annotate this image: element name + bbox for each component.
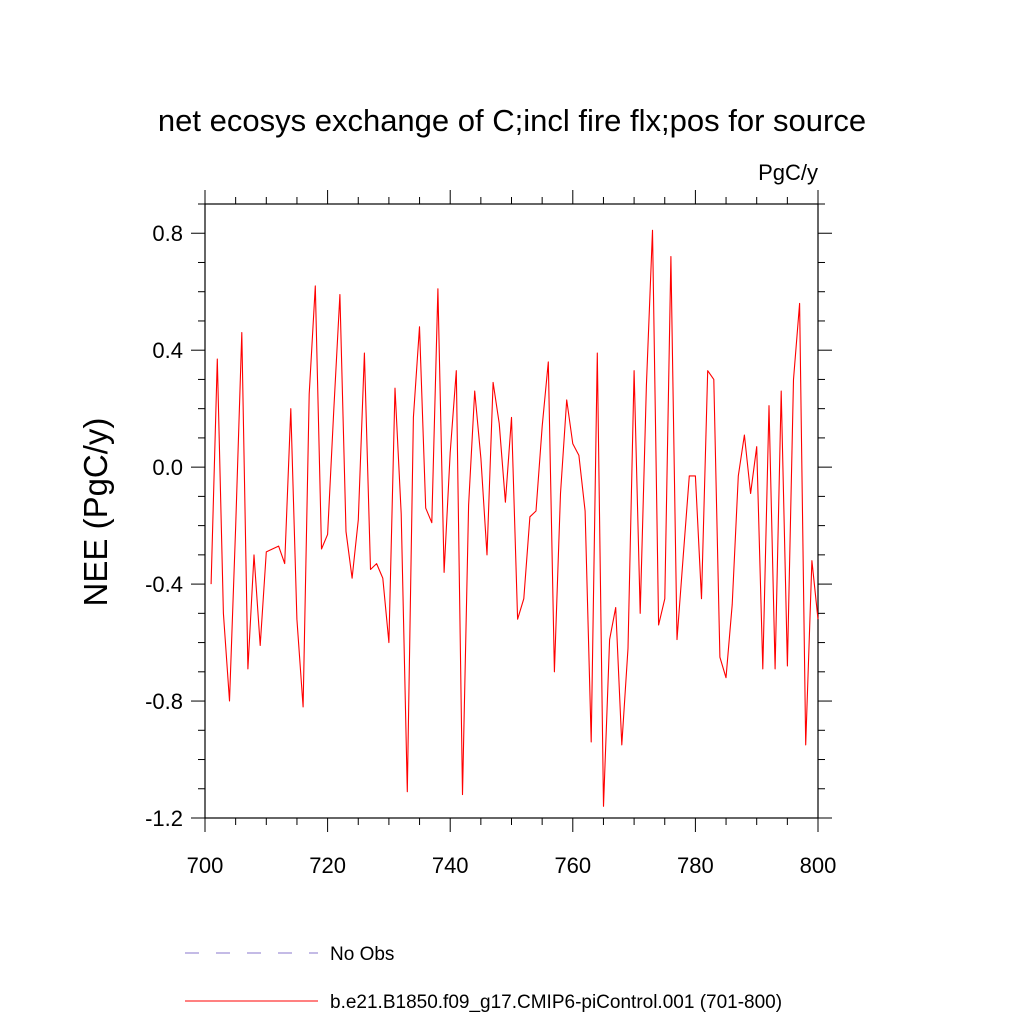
series-lines bbox=[210, 229, 819, 807]
plot-border bbox=[204, 203, 819, 819]
x-tick-label: 740 bbox=[432, 853, 469, 878]
y-tick-label: -0.4 bbox=[145, 572, 183, 597]
y-tick-label: 0.8 bbox=[152, 221, 183, 246]
chart-title: net ecosys exchange of C;incl fire flx;p… bbox=[158, 103, 866, 138]
x-tick-label: 700 bbox=[187, 853, 224, 878]
x-tick-label: 800 bbox=[800, 853, 837, 878]
y-axis-label: NEE (PgC/y) bbox=[77, 418, 114, 607]
x-tick-label: 720 bbox=[309, 853, 346, 878]
x-tick-label: 760 bbox=[554, 853, 591, 878]
legend: No Obs b.e21.B1850.f09_g17.CMIP6-piContr… bbox=[185, 944, 782, 1013]
series-line-1 bbox=[210, 229, 819, 807]
axis-tick-labels: 700 720 740 760 780 800 -1.2 -0.8 -0.4 0.0 0.4 0.8 bbox=[145, 221, 836, 878]
legend-label-no-obs: No Obs bbox=[330, 944, 394, 965]
y-tick-label: 0.0 bbox=[152, 455, 183, 480]
plot-frame bbox=[204, 203, 819, 819]
y-tick-label: 0.4 bbox=[152, 338, 183, 363]
units-label: PgC/y bbox=[758, 160, 818, 185]
y-tick-label: -1.2 bbox=[145, 806, 183, 831]
x-tick-label: 780 bbox=[677, 853, 714, 878]
legend-label-model: b.e21.B1850.f09_g17.CMIP6-piControl.001 … bbox=[330, 992, 782, 1013]
y-tick-label: -0.8 bbox=[145, 689, 183, 714]
axis-ticks bbox=[191, 190, 832, 832]
